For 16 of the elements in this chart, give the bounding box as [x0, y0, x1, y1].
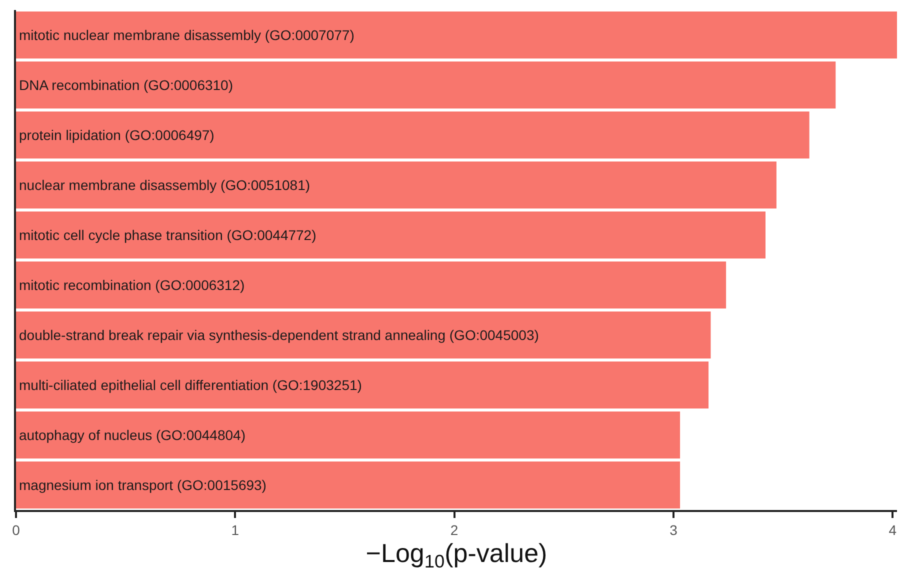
y-tick-label: mitotic nuclear membrane disassembly (GO:0007077) [19, 27, 354, 43]
y-tick-label: double-strand break repair via synthesis-dependent strand annealing (GO:0045003) [19, 327, 539, 343]
y-tick-label: nuclear membrane disassembly (GO:0051081) [19, 177, 310, 193]
y-tick-label: mitotic cell cycle phase transition (GO:0044772) [19, 227, 316, 243]
x-tick-label: 2 [450, 522, 458, 538]
y-tick-label: magnesium ion transport (GO:0015693) [19, 477, 266, 493]
y-tick-label: DNA recombination (GO:0006310) [19, 77, 233, 93]
x-tick-label: 3 [670, 522, 678, 538]
y-tick-label: protein lipidation (GO:0006497) [19, 127, 214, 143]
y-tick-label: mitotic recombination (GO:0006312) [19, 277, 245, 293]
x-axis-title: −Log$_{10}$(p-value) [366, 538, 548, 572]
x-tick-label: 0 [12, 522, 20, 538]
y-tick-label: multi-ciliated epithelial cell differentiation (GO:1903251) [19, 377, 362, 393]
x-tick-label: 4 [888, 522, 897, 538]
x-tick-label: 1 [231, 522, 240, 538]
y-tick-label: autophagy of nucleus (GO:0044804) [19, 427, 246, 443]
